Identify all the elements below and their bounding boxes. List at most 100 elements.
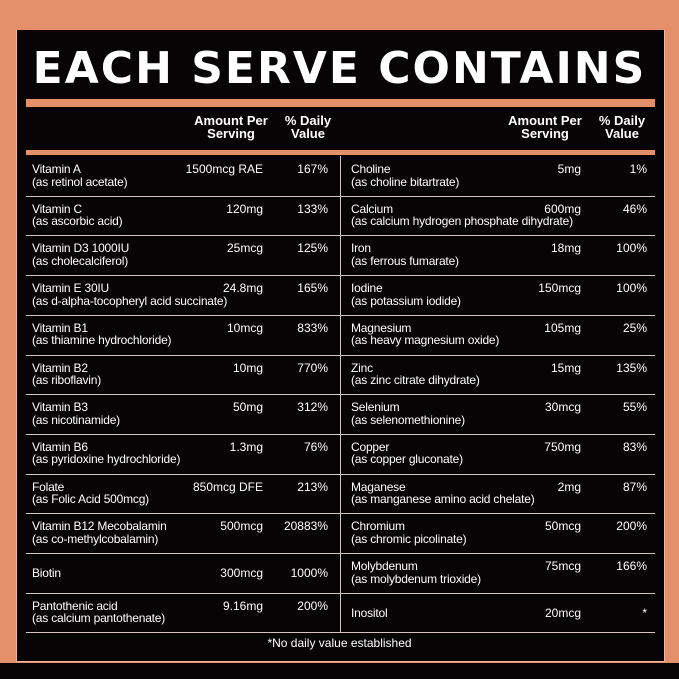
nutrient-source: (as choline bitartrate) — [351, 174, 460, 189]
nutrient-name: Vitamin B2 (as riboflavin) — [32, 361, 101, 387]
nutrient-label: Vitamin A — [32, 162, 81, 176]
table-row: Zinc (as zinc citrate dihydrate) 15mg 135% — [351, 355, 647, 395]
table-row: Choline (as choline bitartrate) 5mg 1% — [351, 156, 647, 196]
table-row: Folate (as Folic Acid 500mcg) 850mcg DFE 21… — [32, 474, 328, 514]
nutrient-label: Copper — [351, 439, 390, 454]
nutrient-label: Vitamin D3 1000IU — [32, 241, 130, 256]
nutrient-label: Vitamin B1 — [32, 320, 88, 335]
nutrient-source: (as calcium hydrogen phosphate dihydrate… — [351, 214, 573, 229]
table-row: Copper (as copper gluconate) 750mg 83% — [351, 434, 647, 474]
amount-per-serving: 750mg — [544, 439, 581, 454]
amount-per-serving: 10mg — [232, 360, 263, 375]
table-row: Vitamin B12 Mecobalamin (as co-methylcoba… — [32, 513, 328, 553]
daily-value-percent: 133% — [297, 201, 328, 216]
table-row: Vitamin B3 (as nicotinamide) 50mg 312% — [32, 394, 328, 434]
daily-value-percent: 1% — [629, 162, 647, 176]
daily-value-percent: 55% — [622, 400, 647, 415]
daily-value-percent: 20883% — [283, 519, 328, 534]
amount-per-serving: 500mcg — [220, 519, 263, 534]
nutrient-source: (as chromic picolinate) — [351, 531, 467, 546]
daily-value-percent: 200% — [616, 519, 647, 534]
nutrient-name: Choline (as choline bitartrate) — [351, 163, 459, 188]
row-separator — [26, 275, 655, 277]
nutrient-source: (as co-methylcobalamin) — [32, 531, 159, 546]
nutrient-source: (as calcium pantothenate) — [32, 611, 166, 626]
daily-value-percent: 165% — [297, 281, 328, 296]
daily-value-percent: * — [642, 605, 647, 620]
table-row: Vitamin D3 1000IU (as cholecalciferol) 25m… — [32, 235, 328, 275]
amount-per-serving: 20mcg — [544, 605, 581, 620]
amount-per-serving: 1500mcg RAE — [185, 162, 263, 176]
nutrient-label: Vitamin B6 — [32, 439, 88, 454]
nutrient-name: Inositol — [351, 605, 388, 620]
amount-per-serving: 15mg — [550, 360, 581, 375]
table-row: Vitamin C (as ascorbic acid) 120mg 133% — [32, 196, 328, 236]
nutrient-name: Vitamin E 30IU (as d-alpha-tocopheryl aci… — [32, 282, 227, 307]
nutrient-source: (as cholecalciferol) — [32, 253, 129, 268]
amount-per-serving: 50mcg — [544, 519, 581, 534]
nutrient-name: Pantothenic acid (as calcium pantothenate… — [32, 598, 166, 626]
daily-value-percent: 770% — [297, 360, 328, 375]
nutrient-name: Folate (as Folic Acid 500mcg) — [32, 479, 149, 507]
nutrient-name: Selenium (as selenomethionine) — [351, 401, 465, 426]
nutrient-label: Vitamin E 30IU — [32, 281, 110, 296]
nutrient-label: Calcium — [351, 201, 393, 216]
nutrient-label: Iron — [351, 241, 371, 256]
amount-per-serving: 150mcg — [538, 281, 581, 296]
amount-per-serving: 850mcg DFE — [192, 479, 263, 494]
amount-per-serving: 105mg — [544, 320, 581, 335]
amount-per-serving: 120mg — [226, 201, 263, 216]
nutrient-name: Maganese (as manganese amino acid chelate… — [351, 480, 535, 507]
table-row: Vitamin A (as retinol acetate) 1500mcg RAE… — [32, 156, 328, 196]
table-row: Selenium (as selenomethionine) 30mcg 55% — [351, 394, 647, 434]
row-separator — [26, 195, 655, 197]
nutrient-name: Iron (as ferrous fumarate) — [351, 242, 459, 267]
nutrient-name: Vitamin B3 (as nicotinamide) — [32, 401, 120, 426]
nutrient-label: Vitamin B3 — [32, 400, 88, 415]
nutrient-label: Folate — [32, 479, 65, 494]
left-amount-header: Amount Per Serving — [194, 113, 268, 141]
nutrient-source: (as heavy magnesium oxide) — [351, 333, 500, 348]
nutrient-name: Molybdenum (as molybdenum trioxide) — [351, 560, 481, 585]
daily-value-percent: 166% — [616, 559, 647, 573]
table-row: Pantothenic acid (as calcium pantothenate… — [32, 593, 328, 633]
header-top-bar — [26, 99, 655, 107]
row-separator — [26, 354, 655, 356]
daily-value-percent: 213% — [297, 479, 328, 494]
nutrient-name: Vitamin B12 Mecobalamin (as co-methylcoba… — [32, 520, 167, 545]
nutrient-label: Magnesium — [351, 320, 412, 335]
row-separator — [26, 513, 655, 515]
nutrient-name: Vitamin A (as retinol acetate) — [32, 162, 128, 188]
nutrient-source: (as Folic Acid 500mcg) — [32, 492, 149, 507]
table-row: Chromium (as chromic picolinate) 50mcg 200% — [351, 513, 647, 553]
table-row: Calcium (as calcium hydrogen phosphate di… — [351, 196, 647, 236]
amount-per-serving: 24.8mg — [222, 281, 263, 296]
table-row: Vitamin B6 (as pyridoxine hydrochloride) 1… — [32, 434, 328, 474]
nutrient-source: (as selenomethionine) — [351, 412, 465, 427]
nutrient-name: Zinc (as zinc citrate dihydrate) — [351, 361, 480, 387]
row-separator — [26, 314, 655, 316]
table-row: Magnesium (as heavy magnesium oxide) 105mg… — [351, 315, 647, 355]
header-bottom-bar — [26, 150, 655, 155]
table-row: Inositol 20mcg * — [351, 593, 647, 633]
nutrient-name: Iodine (as potassium iodide) — [351, 282, 461, 307]
nutrient-source: (as manganese amino acid chelate) — [351, 492, 535, 507]
table-row: Iodine (as potassium iodide) 150mcg 100% — [351, 275, 647, 315]
row-separator — [26, 394, 655, 396]
nutrient-label: Inositol — [351, 605, 388, 620]
nutrient-source: (as copper gluconate) — [351, 452, 463, 467]
nutrient-name: Vitamin C (as ascorbic acid) — [32, 202, 123, 228]
daily-value-percent: 125% — [297, 241, 328, 256]
row-separator — [26, 592, 655, 594]
page-title: EACH SERVE CONTAINS — [32, 43, 647, 94]
amount-per-serving: 18mg — [550, 241, 581, 256]
nutrient-label: Pantothenic acid — [32, 598, 118, 613]
daily-value-percent: 87% — [622, 479, 647, 494]
nutrient-source: (as pyridoxine hydrochloride) — [32, 452, 181, 467]
nutrient-label: Biotin — [32, 566, 61, 580]
nutrient-name: Vitamin B1 (as thiamine hydrochloride) — [32, 320, 172, 347]
daily-value-percent: 100% — [616, 241, 647, 256]
daily-value-percent: 25% — [622, 320, 647, 335]
nutrient-name: Copper (as copper gluconate) — [351, 441, 463, 466]
daily-value-percent: 1000% — [290, 566, 328, 580]
